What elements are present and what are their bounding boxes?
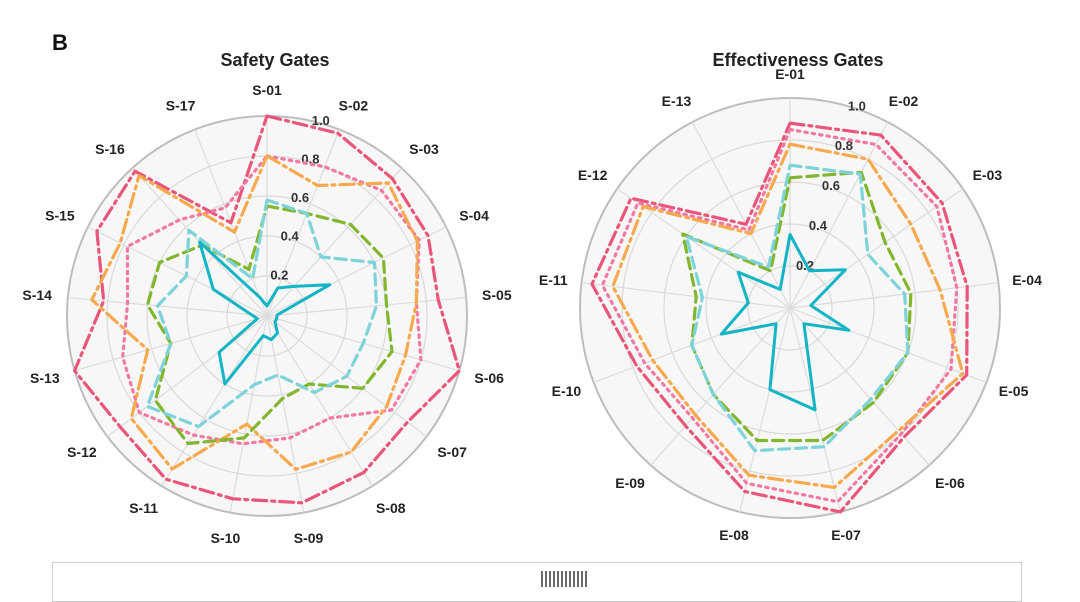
radar-chart-2: 0.20.40.60.81.0E-01E-02E-03E-04E-05E-06E… [539, 50, 1042, 543]
category-label: S-17 [166, 97, 196, 113]
radar-figure: 0.2 0.4 0.6 0.8 1.0 S-01 S-02 S-03 S-04 S-05 S-06 S… [22, 50, 1042, 546]
category-label: E-11 [539, 272, 568, 288]
category-label: E-10 [552, 383, 582, 399]
radar-spoke [161, 315, 268, 487]
radar-spoke [266, 296, 467, 317]
category-label: S-09 [294, 530, 324, 546]
radar-spoke [87, 226, 268, 317]
legend-glyph [541, 571, 587, 587]
category-label: S-15 [45, 207, 75, 223]
radial-tick-label: 0.2 [270, 267, 288, 282]
radar-spoke [266, 129, 340, 317]
category-label: S-05 [482, 287, 512, 303]
category-label: E-08 [719, 527, 749, 543]
category-label: E-06 [935, 475, 965, 491]
category-label: S-16 [95, 141, 125, 157]
category-label: S-13 [30, 370, 60, 386]
radial-tick-label: 0.8 [835, 138, 853, 153]
radar-spoke [650, 307, 791, 466]
series-line-5 [145, 198, 379, 429]
category-label: E-03 [973, 167, 1003, 183]
radar-spoke [266, 315, 373, 487]
legend-box [52, 562, 1022, 602]
category-label: E-13 [662, 93, 692, 109]
radar-spoke [789, 282, 999, 309]
radar-spoke [581, 282, 791, 309]
series-line-5 [684, 163, 910, 453]
series-line-2 [600, 127, 959, 504]
category-label: S-01 [252, 82, 282, 98]
radar-spoke [789, 307, 987, 384]
series-line-1 [72, 114, 461, 505]
chart-title: Safety Gates [220, 50, 329, 70]
radial-tick-label: 0.4 [281, 229, 300, 244]
radial-tick-label: 1.0 [848, 98, 866, 113]
panel-label: B [52, 30, 68, 55]
radar-spoke [789, 307, 930, 466]
series-line-6 [198, 240, 332, 386]
series-line-4 [681, 170, 913, 443]
radial-tick-label: 0.4 [809, 218, 828, 233]
radial-tick-label: 0.6 [291, 190, 309, 205]
category-label: S-12 [67, 444, 97, 460]
radar-spoke [789, 188, 964, 309]
category-label: S-10 [211, 530, 241, 546]
category-label: E-05 [999, 383, 1029, 399]
series-line-4 [145, 204, 394, 446]
series-line-3 [611, 142, 965, 489]
category-label: S-14 [22, 287, 52, 303]
radar-spoke [266, 167, 403, 317]
radar-chart-1: 0.20.40.60.81.0S-01S-02S-03S-04S-05S-06S… [22, 50, 511, 546]
category-label: S-04 [459, 207, 489, 223]
category-label: S-02 [339, 97, 369, 113]
category-label: E-12 [578, 167, 608, 183]
radar-spoke [107, 315, 268, 438]
series-line-3 [90, 154, 419, 471]
radar-spoke [67, 296, 268, 317]
series-line-1 [590, 121, 969, 514]
radar-spoke [691, 121, 791, 309]
category-label: S-11 [129, 500, 158, 516]
category-label: E-09 [615, 475, 645, 491]
series-line-6 [719, 233, 851, 412]
category-label: E-01 [775, 66, 805, 82]
radial-tick-label: 0.6 [822, 178, 840, 193]
radar-spoke [229, 315, 268, 513]
category-label: S-08 [376, 500, 406, 516]
radar-spoke [266, 315, 305, 513]
category-label: S-03 [409, 141, 439, 157]
radial-tick-label: 1.0 [312, 113, 330, 128]
category-label: S-06 [474, 370, 504, 386]
radar-spoke [739, 307, 791, 513]
category-label: S-07 [437, 444, 467, 460]
category-label: E-04 [1012, 272, 1042, 288]
chart-title: Effectiveness Gates [712, 50, 883, 70]
category-label: E-02 [889, 93, 919, 109]
radar-spoke [789, 121, 889, 309]
category-label: E-07 [831, 527, 861, 543]
